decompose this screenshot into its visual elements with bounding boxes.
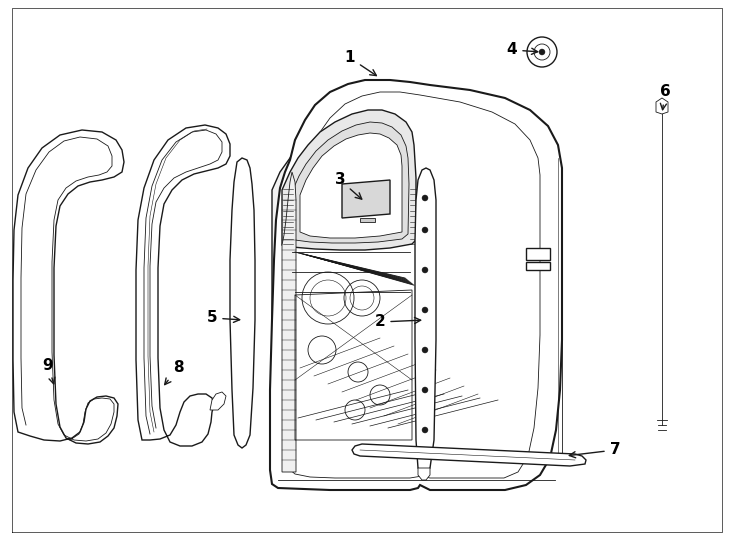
Polygon shape bbox=[13, 130, 124, 444]
Polygon shape bbox=[292, 122, 409, 243]
Circle shape bbox=[422, 227, 428, 233]
Polygon shape bbox=[526, 262, 550, 270]
Polygon shape bbox=[300, 133, 402, 238]
Circle shape bbox=[422, 427, 428, 433]
Polygon shape bbox=[418, 468, 430, 480]
Text: 7: 7 bbox=[570, 442, 620, 458]
Polygon shape bbox=[230, 158, 255, 448]
Text: 8: 8 bbox=[164, 361, 184, 384]
Circle shape bbox=[422, 307, 428, 313]
Polygon shape bbox=[342, 180, 390, 218]
Polygon shape bbox=[415, 168, 436, 472]
Text: 3: 3 bbox=[335, 172, 362, 199]
Polygon shape bbox=[360, 218, 375, 222]
Circle shape bbox=[539, 49, 545, 55]
Circle shape bbox=[422, 195, 428, 201]
Polygon shape bbox=[272, 100, 420, 478]
Polygon shape bbox=[210, 392, 226, 410]
Polygon shape bbox=[136, 125, 230, 446]
Polygon shape bbox=[656, 98, 668, 114]
Polygon shape bbox=[270, 80, 562, 490]
Polygon shape bbox=[282, 172, 296, 472]
Text: 9: 9 bbox=[43, 357, 55, 384]
Text: 5: 5 bbox=[207, 310, 240, 326]
Polygon shape bbox=[282, 110, 416, 250]
Circle shape bbox=[422, 387, 428, 393]
Text: 4: 4 bbox=[506, 43, 538, 57]
Text: 1: 1 bbox=[345, 51, 377, 76]
Polygon shape bbox=[526, 248, 550, 260]
Polygon shape bbox=[352, 444, 586, 466]
Circle shape bbox=[422, 267, 428, 273]
Text: 6: 6 bbox=[660, 84, 670, 110]
Text: 2: 2 bbox=[374, 314, 421, 329]
Circle shape bbox=[422, 347, 428, 353]
